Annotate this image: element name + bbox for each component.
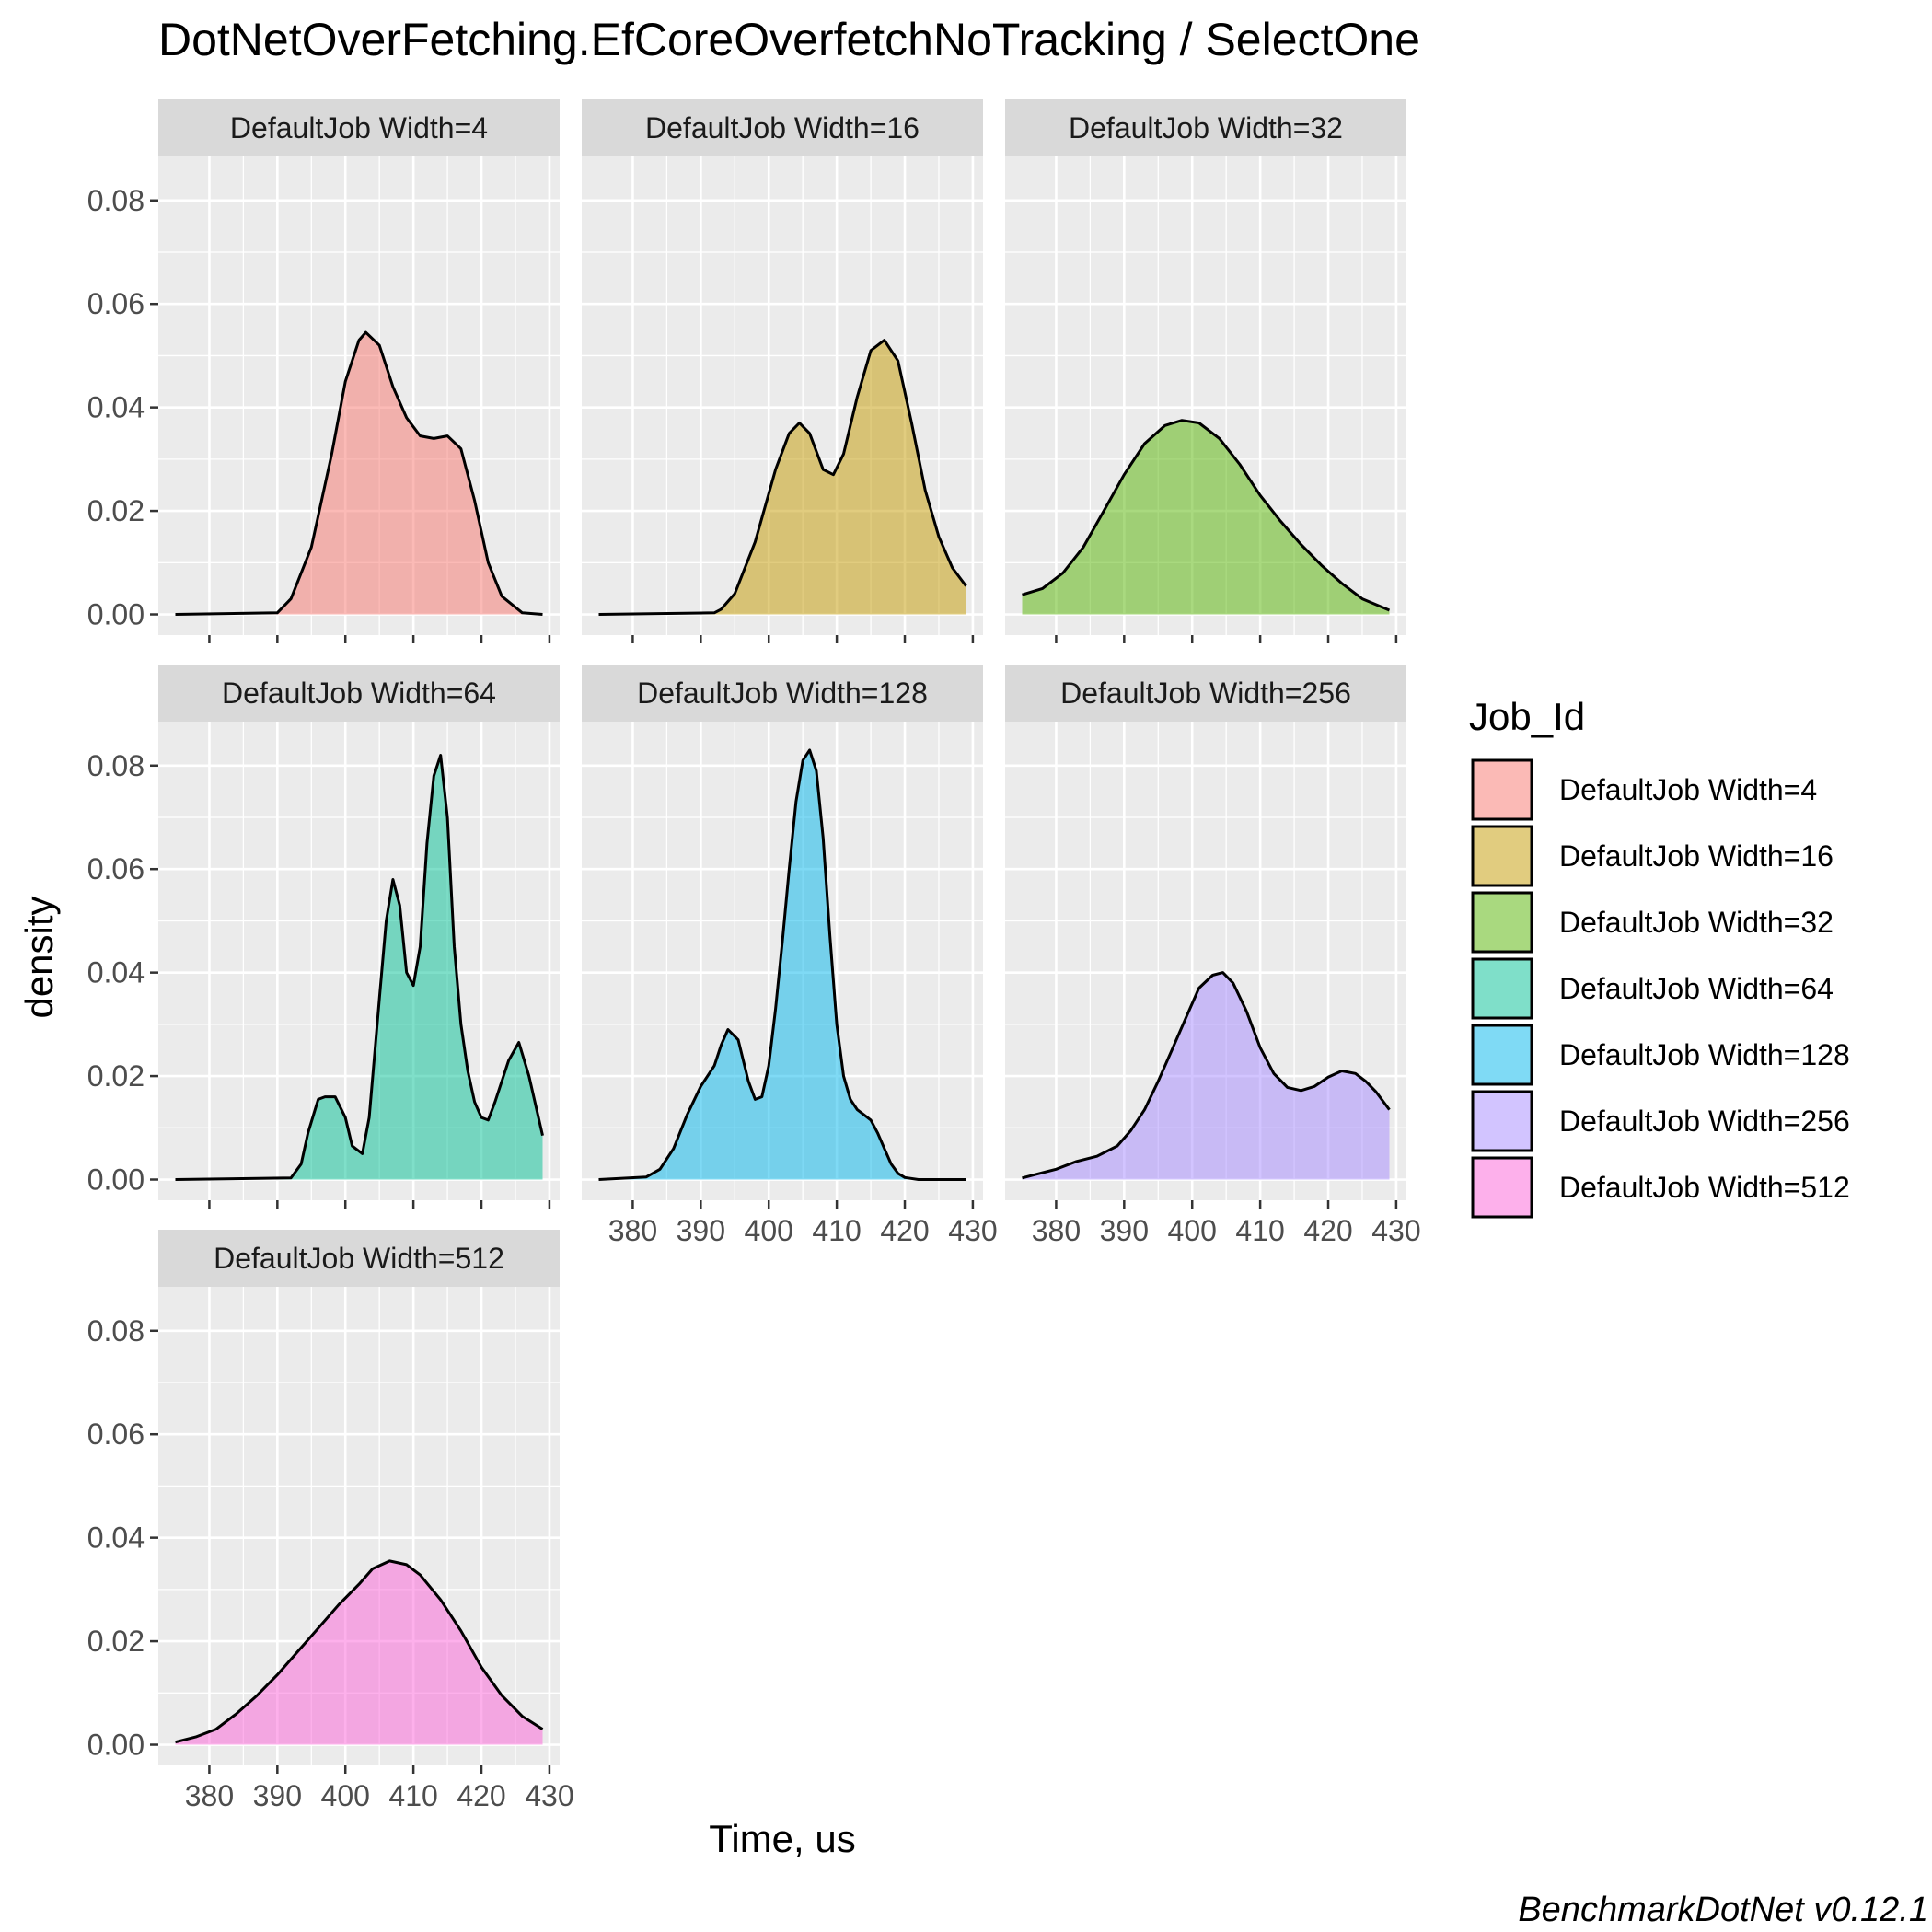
legend-item: DefaultJob Width=128 bbox=[1471, 1024, 1850, 1086]
x-tick-label: 420 bbox=[880, 1214, 929, 1247]
density-line bbox=[1022, 419, 1391, 612]
legend-swatch bbox=[1471, 891, 1533, 954]
facet-strip bbox=[158, 99, 560, 156]
y-tick-label: 0.00 bbox=[87, 1163, 145, 1197]
x-tick-label: 420 bbox=[457, 1779, 505, 1812]
facet-strip-label: DefaultJob Width=128 bbox=[637, 677, 928, 710]
facet-panel: DefaultJob Width=32 bbox=[1005, 99, 1406, 643]
x-tick-label: 390 bbox=[1100, 1214, 1149, 1247]
legend-item: DefaultJob Width=32 bbox=[1471, 891, 1834, 954]
y-tick-label: 0.06 bbox=[87, 1417, 145, 1451]
facet-strip bbox=[582, 99, 983, 156]
legend-swatch bbox=[1471, 1090, 1533, 1152]
legend-label: DefaultJob Width=256 bbox=[1559, 1105, 1850, 1138]
y-tick-label: 0.06 bbox=[87, 852, 145, 885]
density-line bbox=[598, 748, 966, 1181]
density-line bbox=[598, 339, 967, 616]
legend-swatch bbox=[1471, 758, 1533, 821]
facet-panel: DefaultJob Width=256 380 390 400 410 420 430 bbox=[1005, 665, 1421, 1247]
x-tick-label: 390 bbox=[253, 1779, 302, 1812]
legend-label: DefaultJob Width=128 bbox=[1559, 1038, 1850, 1071]
y-axis-title: density bbox=[17, 896, 61, 1018]
legend-swatch bbox=[1471, 825, 1533, 887]
x-tick-label: 430 bbox=[525, 1779, 573, 1812]
x-tick-label: 380 bbox=[1032, 1214, 1081, 1247]
legend-swatch bbox=[1471, 1024, 1533, 1086]
x-tick-label: 390 bbox=[677, 1214, 725, 1247]
facet-strip-label: DefaultJob Width=16 bbox=[645, 111, 920, 145]
y-tick-label: 0.00 bbox=[87, 1729, 145, 1762]
density-area bbox=[175, 755, 543, 1180]
density-line bbox=[175, 1559, 544, 1744]
legend-label: DefaultJob Width=64 bbox=[1559, 972, 1834, 1005]
x-tick-label: 430 bbox=[948, 1214, 997, 1247]
y-tick-label: 0.08 bbox=[87, 1314, 145, 1348]
density-area bbox=[175, 1560, 543, 1745]
x-tick-label: 400 bbox=[745, 1214, 793, 1247]
y-tick-label: 0.02 bbox=[87, 494, 145, 527]
y-tick-label: 0.06 bbox=[87, 287, 145, 320]
facet-panel: DefaultJob Width=4 0.00 0.02 0.04 0.06 0.08 bbox=[87, 99, 560, 643]
y-tick-label: 0.08 bbox=[87, 749, 145, 782]
x-tick-label: 410 bbox=[388, 1779, 437, 1812]
legend-label: DefaultJob Width=4 bbox=[1559, 773, 1817, 806]
y-tick-label: 0.04 bbox=[87, 391, 145, 424]
legend-item: DefaultJob Width=4 bbox=[1471, 758, 1817, 821]
density-area bbox=[598, 749, 966, 1180]
y-tick-label: 0.02 bbox=[87, 1059, 145, 1093]
legend-title: Job_Id bbox=[1469, 695, 1585, 738]
legend-swatch bbox=[1471, 957, 1533, 1020]
facet-panel: DefaultJob Width=64 0.00 0.02 0.04 0.06 0.08 bbox=[87, 665, 560, 1209]
legend-item: DefaultJob Width=256 bbox=[1471, 1090, 1850, 1152]
facet-strip-label: DefaultJob Width=64 bbox=[222, 677, 496, 710]
x-tick-label: 410 bbox=[1235, 1214, 1284, 1247]
legend: Job_Id DefaultJob Width=4 DefaultJob Widt… bbox=[1469, 695, 1850, 1219]
legend-item: DefaultJob Width=512 bbox=[1471, 1156, 1850, 1219]
facet-strip bbox=[1005, 99, 1406, 156]
facet-panels: DefaultJob Width=40.000.020.040.060.08De… bbox=[87, 99, 1421, 1812]
x-axis-title: Time, us bbox=[709, 1817, 855, 1860]
caption: BenchmarkDotNet v0.12.1 bbox=[1518, 1891, 1928, 1929]
x-tick-label: 400 bbox=[321, 1779, 370, 1812]
x-tick-label: 380 bbox=[185, 1779, 234, 1812]
density-line bbox=[1022, 971, 1391, 1180]
legend-label: DefaultJob Width=32 bbox=[1559, 906, 1834, 939]
y-tick-label: 0.00 bbox=[87, 598, 145, 631]
facet-panel: DefaultJob Width=512 0.00 0.02 0.04 0.06 0.08… bbox=[87, 1230, 574, 1812]
density-line bbox=[175, 330, 543, 616]
x-tick-label: 430 bbox=[1371, 1214, 1420, 1247]
facet-panel: DefaultJob Width=16 bbox=[582, 99, 983, 643]
y-tick-label: 0.08 bbox=[87, 184, 145, 217]
y-tick-label: 0.02 bbox=[87, 1625, 145, 1658]
density-line bbox=[175, 754, 544, 1181]
y-tick-label: 0.04 bbox=[87, 956, 145, 989]
facet-strip-label: DefaultJob Width=32 bbox=[1069, 111, 1343, 145]
facet-strip-label: DefaultJob Width=512 bbox=[214, 1242, 504, 1275]
x-tick-label: 410 bbox=[812, 1214, 861, 1247]
x-tick-label: 380 bbox=[608, 1214, 657, 1247]
y-tick-label: 0.04 bbox=[87, 1521, 145, 1555]
facet-strip bbox=[158, 665, 560, 722]
x-tick-label: 420 bbox=[1303, 1214, 1352, 1247]
facet-panel: DefaultJob Width=128 380 390 400 410 420 430 bbox=[582, 665, 998, 1247]
legend-label: DefaultJob Width=16 bbox=[1559, 839, 1834, 873]
legend-item: DefaultJob Width=64 bbox=[1471, 957, 1834, 1020]
density-area bbox=[1022, 420, 1390, 615]
facet-strip-label: DefaultJob Width=4 bbox=[230, 111, 488, 145]
x-tick-label: 400 bbox=[1168, 1214, 1217, 1247]
legend-label: DefaultJob Width=512 bbox=[1559, 1171, 1850, 1204]
legend-swatch bbox=[1471, 1156, 1533, 1219]
density-area bbox=[175, 332, 543, 615]
facet-strip bbox=[1005, 665, 1406, 722]
facet-strip bbox=[158, 1230, 560, 1287]
legend-item: DefaultJob Width=16 bbox=[1471, 825, 1834, 887]
facet-strip-label: DefaultJob Width=256 bbox=[1060, 677, 1351, 710]
facet-strip bbox=[582, 665, 983, 722]
density-area bbox=[1022, 972, 1390, 1180]
density-area bbox=[598, 340, 966, 615]
chart-title: DotNetOverFetching.EfCoreOverfetchNoTrac… bbox=[158, 14, 1420, 65]
